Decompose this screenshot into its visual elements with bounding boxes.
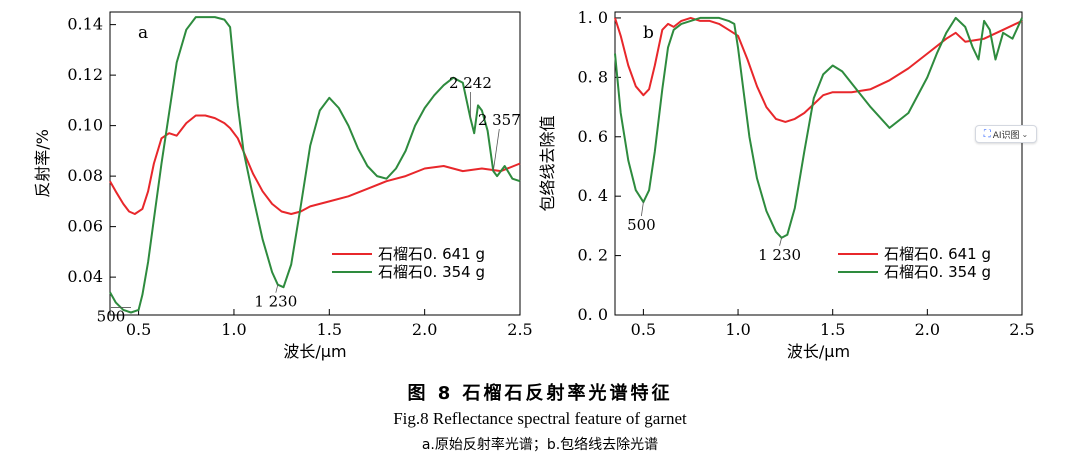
y-axis-label: 反射率/% bbox=[33, 129, 52, 198]
x-axis-label: 波长/μm bbox=[787, 342, 850, 361]
y-tick-label: 0. 2 bbox=[577, 246, 608, 265]
x-tick-label: 2.0 bbox=[412, 320, 437, 339]
caption-english: Fig.8 Reflectance spectral feature of ga… bbox=[393, 409, 687, 428]
annotation-label: 2 242 bbox=[449, 74, 492, 92]
x-tick-label: 1.0 bbox=[221, 320, 246, 339]
chart-panel-a: 0.5 1.0 1.5 2.0 2.5 0.04 0.06 0.08 0.10 0.12 0.14 波… bbox=[33, 11, 533, 361]
annotation-leader bbox=[492, 129, 500, 172]
annotation-leader bbox=[275, 284, 279, 293]
x-axis-label: 波长/μm bbox=[283, 342, 346, 361]
legend-label: 石榴石0. 354 g bbox=[884, 263, 991, 281]
y-tick-label: 0.12 bbox=[67, 65, 103, 84]
ai-recognize-button[interactable]: ⛶ AI识图 ⌄ bbox=[975, 125, 1037, 143]
series-line-1 bbox=[109, 16, 521, 314]
ai-recognize-label: AI识图 bbox=[992, 130, 1020, 141]
x-tick-label: 2.5 bbox=[1009, 320, 1034, 339]
x-tick-label: 2.0 bbox=[915, 320, 940, 339]
y-tick-label: 0. 4 bbox=[577, 186, 608, 205]
y-tick-label: 0. 0 bbox=[577, 305, 608, 324]
x-tick-label: 2.5 bbox=[507, 320, 532, 339]
ai-scan-icon: ⛶ bbox=[983, 128, 991, 140]
x-tick-label: 0.5 bbox=[631, 320, 656, 339]
y-tick-label: 0.08 bbox=[67, 166, 103, 185]
y-tick-label: 0.14 bbox=[67, 15, 103, 34]
annotation-label: 500 bbox=[97, 307, 126, 325]
y-tick-label: 0. 6 bbox=[577, 127, 608, 146]
annotation-leader bbox=[779, 237, 782, 246]
panel-label: a bbox=[138, 23, 148, 43]
x-tick-label: 0.5 bbox=[126, 320, 151, 339]
legend-label: 石榴石0. 641 g bbox=[884, 245, 991, 263]
caption-chinese: 图 8 石榴石反射率光谱特征 bbox=[407, 383, 673, 404]
annotation-leader bbox=[640, 202, 644, 217]
chevron-down-icon: ⌄ bbox=[1021, 129, 1029, 139]
x-tick-label: 1.5 bbox=[317, 320, 342, 339]
annotation-label: 1 230 bbox=[254, 293, 297, 311]
annotation-label: 500 bbox=[627, 216, 656, 234]
legend-label: 石榴石0. 641 g bbox=[378, 245, 485, 263]
annotation-label: 2 357 bbox=[478, 111, 521, 129]
y-tick-label: 1. 0 bbox=[577, 8, 608, 27]
plot-frame bbox=[614, 11, 1023, 316]
y-axis-label: 包络线去除值 bbox=[538, 115, 557, 211]
y-tick-label: 0.04 bbox=[67, 267, 103, 286]
series-line-0 bbox=[614, 16, 1023, 123]
chart-panel-b: 0.5 1.0 1.5 2.0 2.5 0. 0 0. 2 0. 4 0. 6 0. 8 1. 0 波… bbox=[538, 8, 1035, 361]
x-tick-label: 1.5 bbox=[820, 320, 845, 339]
legend-label: 石榴石0. 354 g bbox=[378, 263, 485, 281]
y-tick-label: 0. 8 bbox=[577, 67, 608, 86]
panel-label: b bbox=[643, 23, 654, 43]
series-line-1 bbox=[614, 16, 1023, 239]
y-tick-label: 0.06 bbox=[67, 217, 103, 236]
figure-canvas: 0.5 1.0 1.5 2.0 2.5 0.04 0.06 0.08 0.10 0.12 0.14 波… bbox=[33, 8, 1035, 361]
y-tick-label: 0.10 bbox=[67, 116, 103, 135]
caption-subtitle: a.原始反射率光谱；b.包络线去除光谱 bbox=[421, 437, 659, 453]
annotation-label: 1 230 bbox=[758, 246, 801, 264]
x-tick-label: 1.0 bbox=[725, 320, 750, 339]
